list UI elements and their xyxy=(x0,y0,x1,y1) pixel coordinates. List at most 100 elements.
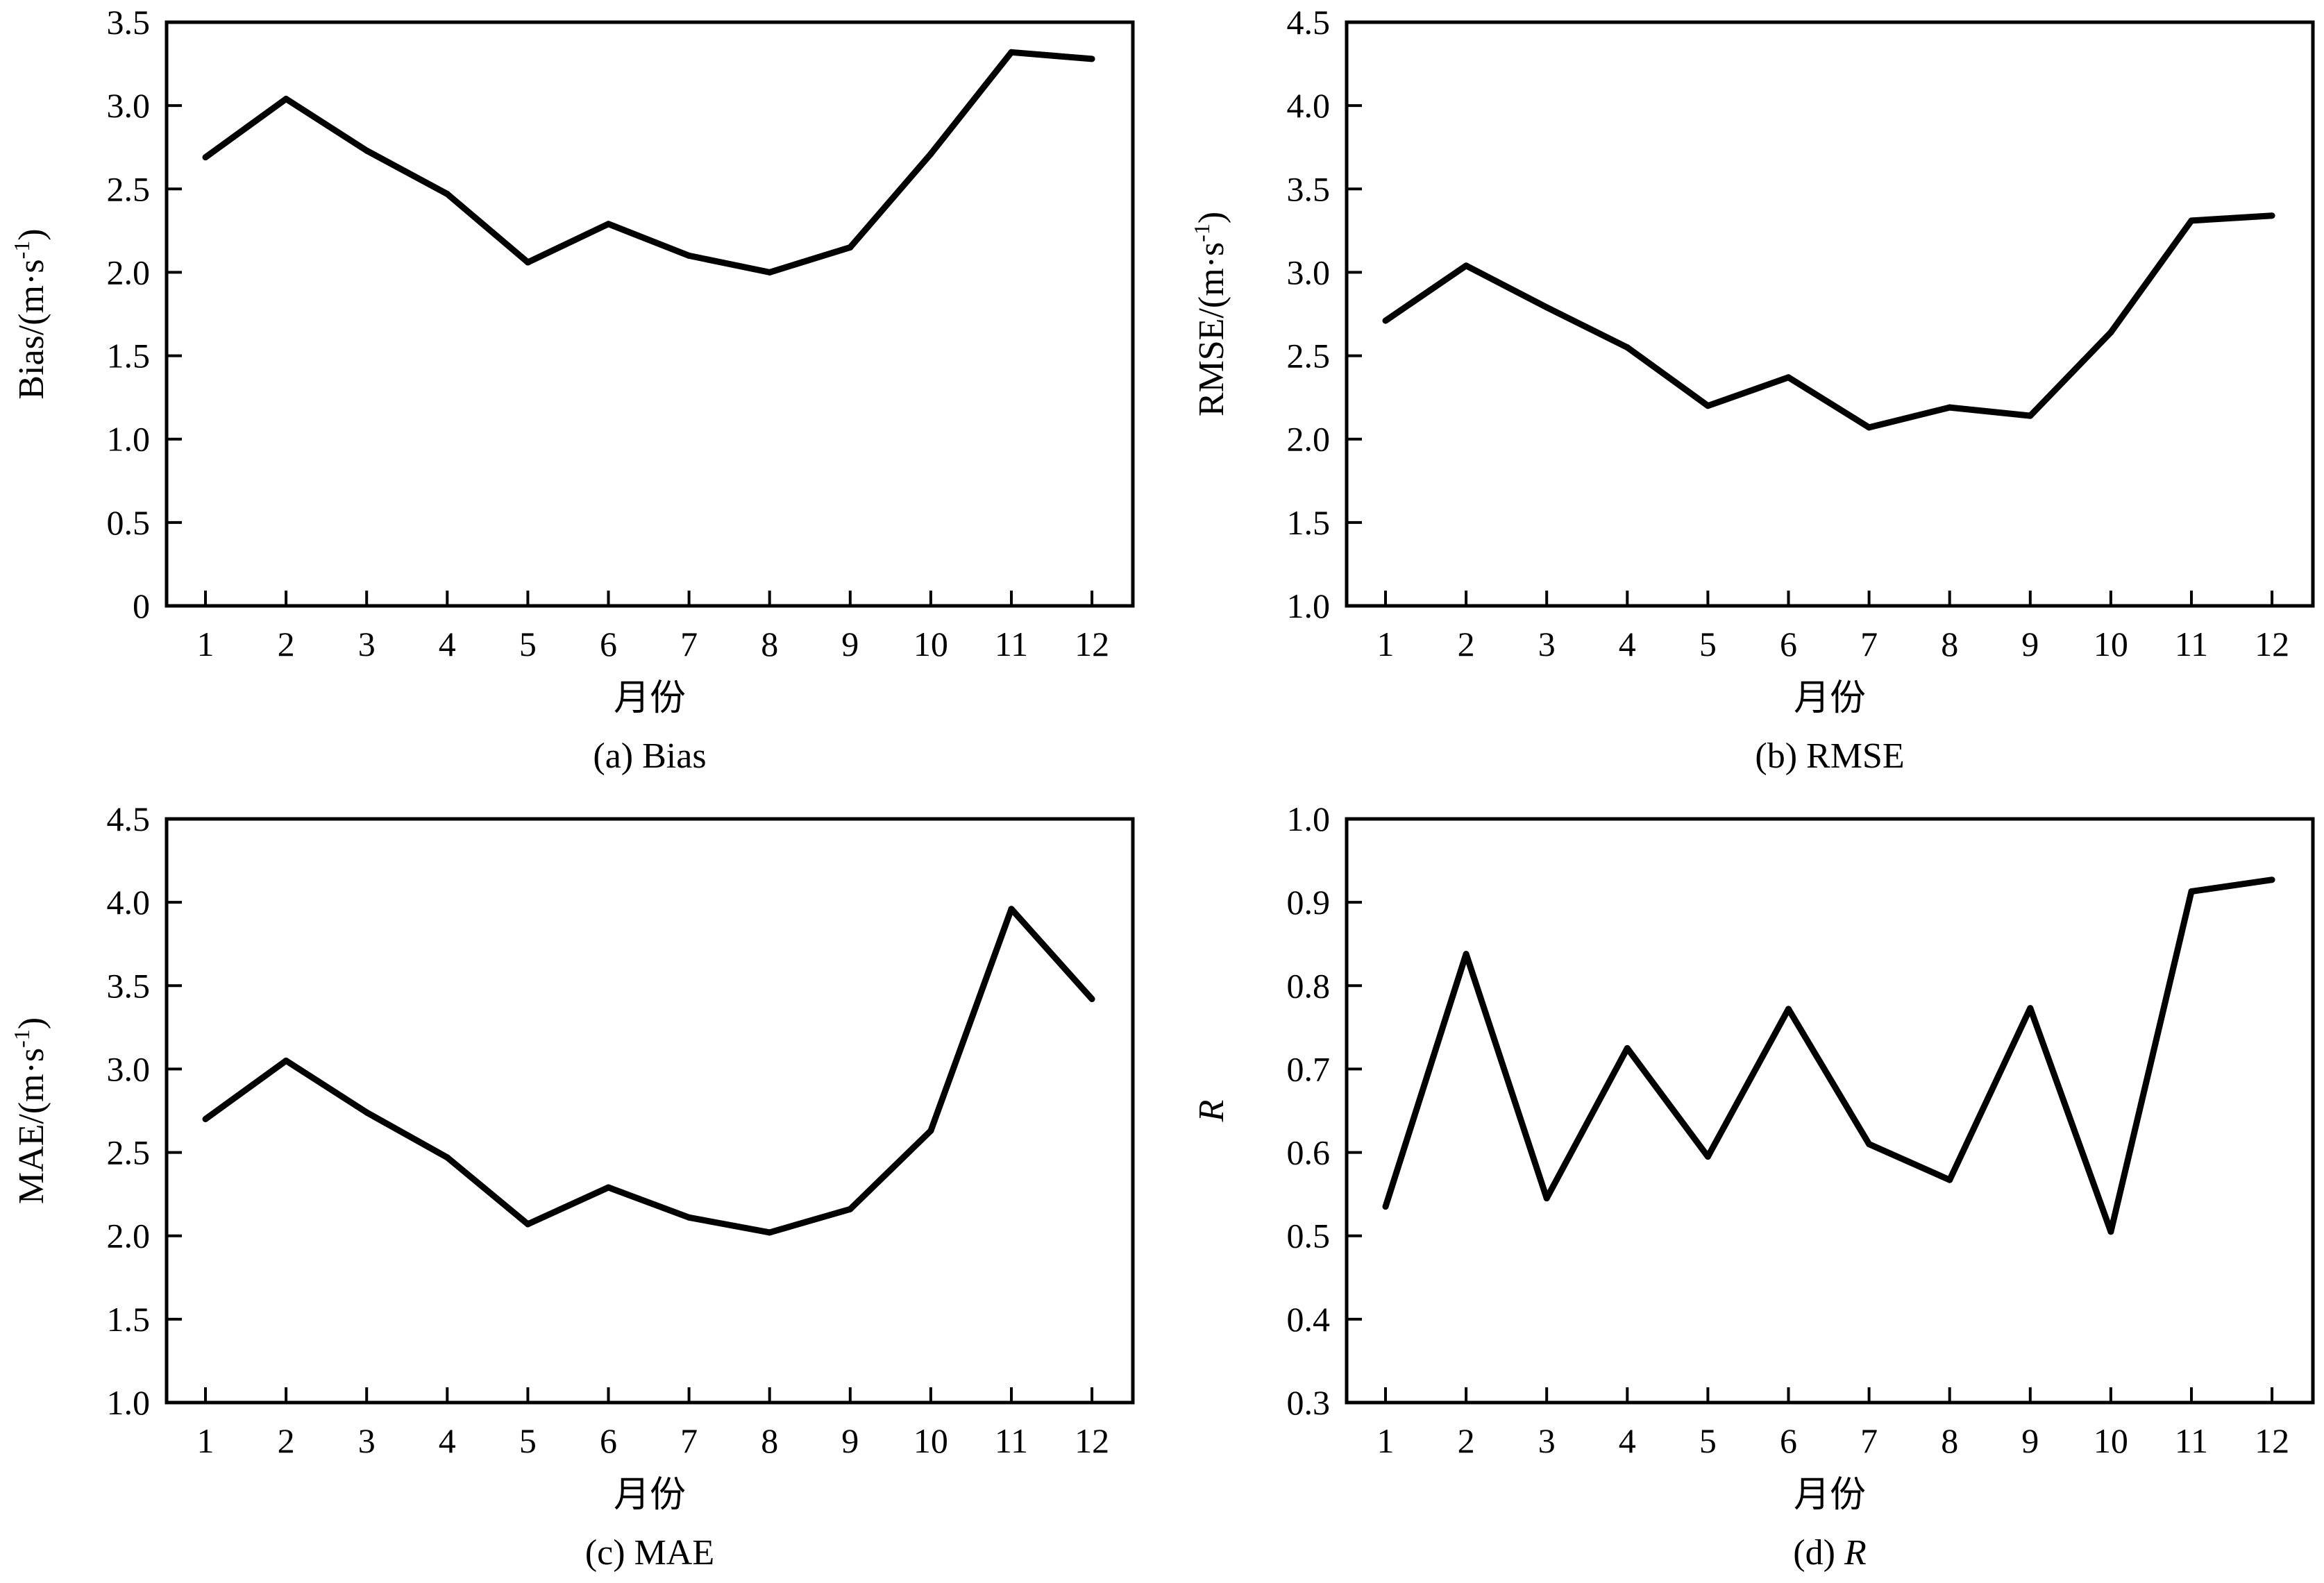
x-tick-label: 12 xyxy=(1075,625,1109,663)
data-point xyxy=(766,269,773,276)
y-tick-label: 2.5 xyxy=(107,1133,151,1172)
y-tick-label: 1.5 xyxy=(1287,503,1331,542)
panel-b: 1.01.52.02.53.03.54.04.51 2 3 4 5 6 7 8 9 10 11 12月… xyxy=(1189,3,2315,776)
x-axis-title: 月份 xyxy=(1794,1475,1866,1515)
data-point xyxy=(202,1116,209,1123)
y-axis-title: RMSE/(m·s-1) xyxy=(1189,212,1231,416)
y-tick-label: 3.5 xyxy=(1287,169,1331,208)
y-tick-label: 3.0 xyxy=(107,86,151,125)
y-tick-label: 1.5 xyxy=(107,337,151,375)
data-point xyxy=(1866,1141,1873,1148)
x-tick-label: 6 xyxy=(1780,625,1797,663)
y-axis-title: Bias/(m·s-1) xyxy=(9,228,51,399)
x-tick-label: 2 xyxy=(278,625,295,663)
data-point xyxy=(605,221,612,228)
x-tick-label: 7 xyxy=(680,1421,698,1460)
plot-frame xyxy=(165,20,1135,608)
x-tick-label: 6 xyxy=(600,625,617,663)
x-tick-label: 7 xyxy=(680,625,698,663)
data-point xyxy=(1704,1153,1711,1160)
x-tick-label: 5 xyxy=(519,625,537,663)
y-tick-label: 0.4 xyxy=(1287,1300,1331,1339)
series-line-d xyxy=(1382,877,2273,1235)
x-tick-label: 3 xyxy=(1538,625,1556,663)
data-point xyxy=(202,154,209,161)
data-point xyxy=(1704,403,1711,409)
panel-caption: (c) MAE xyxy=(585,1533,714,1573)
data-point xyxy=(927,151,934,158)
data-point xyxy=(1624,344,1631,351)
data-point xyxy=(1866,424,1873,431)
x-tick-label: 1 xyxy=(197,1421,214,1460)
x-tick-label: 11 xyxy=(995,625,1028,663)
x-tick-label: 3 xyxy=(358,625,376,663)
x-tick-label: 2 xyxy=(278,1421,295,1460)
y-tick-label: 0.3 xyxy=(1287,1383,1331,1422)
data-point xyxy=(1785,1006,1792,1013)
data-point xyxy=(847,1205,854,1212)
data-point xyxy=(1543,1195,1550,1202)
y-tick-label: 0.7 xyxy=(1287,1049,1331,1088)
y-tick-label: 0.8 xyxy=(1287,966,1331,1005)
panel-d: 0.30.40.50.60.70.80.91.01 2 3 4 5 6 7 8 9 10 11 12月… xyxy=(1192,799,2315,1573)
y-tick-label: 1.0 xyxy=(107,420,151,459)
x-tick-label: 4 xyxy=(439,1421,456,1460)
data-point xyxy=(444,1154,451,1161)
x-tick-label: 4 xyxy=(1619,1421,1636,1460)
x-tick-label: 5 xyxy=(519,1421,537,1460)
data-point xyxy=(2268,877,2275,883)
data-point xyxy=(1946,404,1953,411)
x-tick-label: 9 xyxy=(2021,625,2039,663)
panel-c: 1.01.52.02.53.03.54.04.51 2 3 4 5 6 7 8 9 10 11 12月… xyxy=(9,799,1135,1573)
x-tick-label: 3 xyxy=(1538,1421,1556,1460)
data-point xyxy=(1785,374,1792,381)
x-tick-label: 10 xyxy=(2094,625,2128,663)
data-point xyxy=(363,1109,370,1116)
y-tick-label: 3.5 xyxy=(107,3,151,42)
x-tick-label: 9 xyxy=(841,1421,859,1460)
plot-frame xyxy=(165,817,1135,1405)
x-tick-label: 8 xyxy=(761,625,778,663)
y-tick-label: 1.0 xyxy=(1287,799,1331,838)
x-tick-label: 10 xyxy=(2094,1421,2128,1460)
series-line-a xyxy=(203,49,1093,276)
data-point xyxy=(1463,951,1470,958)
y-tick-label: 3.5 xyxy=(107,966,151,1005)
series-line-b xyxy=(1383,212,2273,431)
y-tick-label: 0.6 xyxy=(1287,1133,1331,1172)
data-point xyxy=(1088,996,1095,1003)
x-tick-label: 11 xyxy=(2175,1421,2208,1460)
data-point xyxy=(686,1214,693,1221)
data-point xyxy=(847,244,854,251)
x-tick-label: 5 xyxy=(1699,1421,1717,1460)
x-tick-label: 2 xyxy=(1458,1421,1475,1460)
x-tick-label: 4 xyxy=(439,625,456,663)
x-axis-title: 月份 xyxy=(1794,679,1866,718)
x-tick-label: 8 xyxy=(1941,1421,1958,1460)
data-point xyxy=(2188,888,2195,895)
data-point xyxy=(2027,412,2034,419)
x-tick-label: 4 xyxy=(1619,625,1636,663)
x-tick-label: 9 xyxy=(2021,1421,2039,1460)
data-point xyxy=(1008,906,1015,913)
y-tick-label: 2.0 xyxy=(107,1217,151,1255)
x-tick-label: 1 xyxy=(197,625,214,663)
x-tick-label: 11 xyxy=(995,1421,1028,1460)
x-tick-label: 1 xyxy=(1377,1421,1395,1460)
y-tick-label: 0.9 xyxy=(1287,883,1331,922)
x-axis-title: 月份 xyxy=(614,679,686,718)
data-point xyxy=(927,1127,934,1134)
x-tick-label: 6 xyxy=(600,1421,617,1460)
data-point xyxy=(363,147,370,154)
data-point xyxy=(1463,262,1470,269)
data-point xyxy=(1088,56,1095,62)
y-tick-label: 1.0 xyxy=(1287,586,1331,625)
data-point xyxy=(444,190,451,197)
data-point xyxy=(1946,1176,1953,1183)
data-point xyxy=(1382,1203,1389,1210)
y-tick-label: 0.5 xyxy=(107,503,151,542)
data-point xyxy=(2268,212,2275,219)
data-point xyxy=(1008,49,1015,56)
y-tick-label: 0.5 xyxy=(1287,1217,1331,1255)
data-point xyxy=(686,252,693,259)
